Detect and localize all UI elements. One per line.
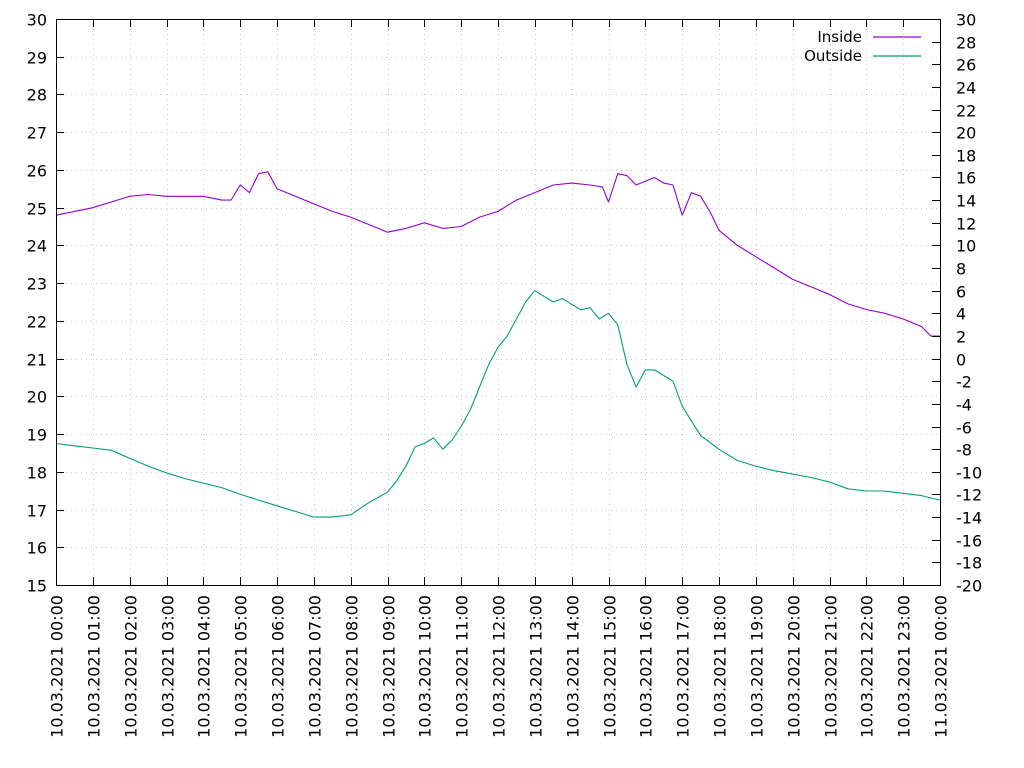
y2-tick-label: 4	[956, 305, 966, 324]
y2-tick-label: 6	[956, 283, 966, 302]
y2-tick-label: 28	[956, 34, 976, 53]
y-tick-label: 16	[27, 539, 47, 558]
y2-tick-label: -14	[956, 509, 982, 528]
series-line-inside	[55, 171, 940, 337]
x-tick-label: 10.03.2021 07:00	[306, 595, 325, 738]
grid	[56, 19, 940, 585]
y2-tick-label: 24	[956, 79, 976, 98]
x-axis: 10.03.2021 00:00 10.03.2021 01:00 10.03.20…	[48, 595, 951, 738]
y2-tick-label: 16	[956, 169, 976, 188]
y2-tick-label: -18	[956, 554, 982, 573]
y-tick-label: 15	[27, 577, 47, 596]
x-tick-label: 10.03.2021 20:00	[785, 595, 804, 738]
x-tick-label: 10.03.2021 03:00	[159, 595, 178, 738]
x-tick-label: 10.03.2021 12:00	[490, 595, 509, 738]
y-tick-label: 20	[27, 388, 47, 407]
y-tick-label: 26	[27, 162, 47, 181]
y-tick-label: 27	[27, 124, 47, 143]
left-y-axis: 15 16 17 18 19 20 21 22 23 24 25 26 27 28 29 30	[27, 11, 47, 596]
y-tick-label: 19	[27, 426, 47, 445]
y2-tick-label: -10	[956, 464, 982, 483]
x-tick-label: 10.03.2021 00:00	[48, 595, 67, 738]
y2-tick-label: 12	[956, 215, 976, 234]
x-tick-label: 10.03.2021 01:00	[85, 595, 104, 738]
series-lines	[55, 171, 941, 518]
y2-tick-label: 18	[956, 147, 976, 166]
x-tick-label: 10.03.2021 08:00	[343, 595, 362, 738]
y-tick-label: 24	[27, 237, 47, 256]
y2-tick-label: 0	[956, 351, 966, 370]
x-tick-label: 10.03.2021 15:00	[601, 595, 620, 738]
y2-tick-label: 22	[956, 102, 976, 121]
y-tick-label: 17	[27, 502, 47, 521]
y2-tick-label: -20	[956, 577, 982, 596]
y2-tick-label: 20	[956, 124, 976, 143]
y2-tick-label: -16	[956, 532, 982, 551]
series-line-outside	[55, 290, 941, 518]
x-tick-label: 10.03.2021 17:00	[674, 595, 693, 738]
y2-tick-label: -6	[956, 419, 972, 438]
x-tick-label: 10.03.2021 21:00	[822, 595, 841, 738]
x-tick-label: 10.03.2021 06:00	[269, 595, 288, 738]
x-tick-label: 11.03.2021 00:00	[932, 595, 951, 738]
y2-tick-label: 26	[956, 56, 976, 75]
y-tick-label: 30	[27, 11, 47, 30]
x-tick-label: 10.03.2021 11:00	[453, 595, 472, 738]
y-tick-label: 29	[27, 49, 47, 68]
y-tick-label: 22	[27, 313, 47, 332]
y2-tick-label: 10	[956, 237, 976, 256]
x-tick-label: 10.03.2021 09:00	[380, 595, 399, 738]
y2-tick-label: -8	[956, 441, 972, 460]
legend-label-outside: Outside	[804, 47, 862, 65]
y2-tick-label: 30	[956, 11, 976, 30]
x-tick-label: 10.03.2021 04:00	[195, 595, 214, 738]
y-tick-label: 28	[27, 86, 47, 105]
x-tick-label: 10.03.2021 05:00	[232, 595, 251, 738]
x-tick-label: 10.03.2021 14:00	[564, 595, 583, 738]
axis-ticks	[56, 19, 941, 586]
x-tick-label: 10.03.2021 13:00	[527, 595, 546, 738]
y2-tick-label: -4	[956, 396, 972, 415]
x-tick-label: 10.03.2021 18:00	[711, 595, 730, 738]
legend-label-inside: Inside	[817, 28, 862, 46]
right-y-axis: -20-18-16-14-12-10-8-6-4-202468101214161…	[956, 11, 982, 596]
x-tick-label: 10.03.2021 19:00	[748, 595, 767, 738]
y2-tick-label: -12	[956, 486, 982, 505]
y-tick-label: 23	[27, 275, 47, 294]
y2-tick-label: 2	[956, 328, 966, 347]
y-tick-label: 18	[27, 464, 47, 483]
x-tick-label: 10.03.2021 23:00	[895, 595, 914, 738]
x-tick-label: 10.03.2021 02:00	[122, 595, 141, 738]
y-tick-label: 21	[27, 351, 47, 370]
x-tick-label: 10.03.2021 10:00	[416, 595, 435, 738]
y2-tick-label: 8	[956, 260, 966, 279]
y2-tick-label: -2	[956, 373, 972, 392]
y2-tick-label: 14	[956, 192, 976, 211]
y-tick-label: 25	[27, 200, 47, 219]
x-tick-label: 10.03.2021 16:00	[637, 595, 656, 738]
x-tick-label: 10.03.2021 22:00	[858, 595, 877, 738]
